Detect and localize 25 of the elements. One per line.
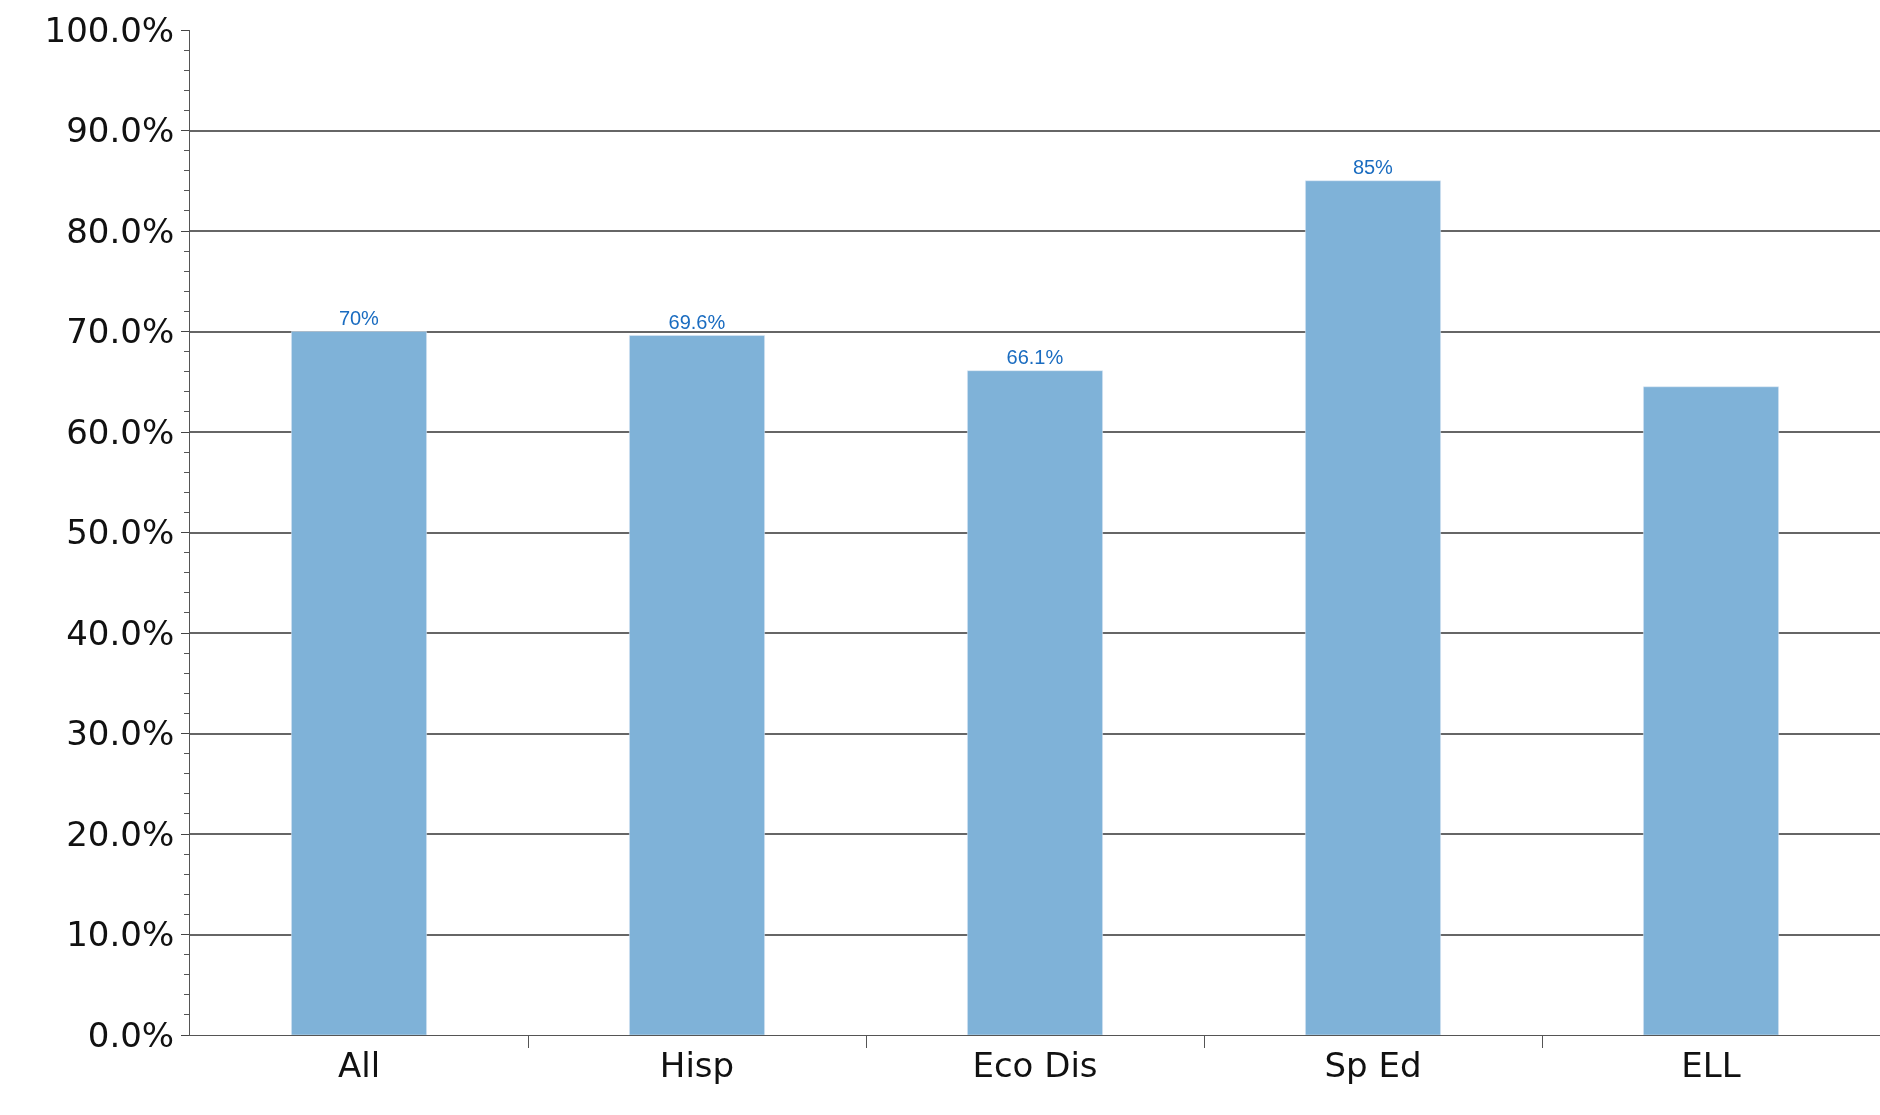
y-tick-label: 30.0% [66, 713, 175, 754]
bar [1643, 386, 1779, 1035]
data-label: 66.1% [1006, 345, 1064, 368]
y-tick-label: 80.0% [66, 210, 175, 251]
data-label: 69.6% [668, 310, 726, 333]
y-tick-label: 50.0% [66, 512, 175, 553]
y-tick-label: 20.0% [66, 813, 175, 854]
y-tick-label: 40.0% [66, 612, 175, 653]
bar [967, 370, 1103, 1035]
y-tick-label: 100.0% [44, 9, 175, 50]
y-tick-label: 10.0% [66, 914, 175, 955]
y-tick-label: 90.0% [66, 110, 175, 151]
bar [291, 331, 427, 1035]
y-tick-label: 70.0% [66, 311, 175, 352]
y-tick-label: 60.0% [66, 411, 175, 452]
x-tick-label: Eco Dis [972, 1044, 1098, 1085]
bar [629, 335, 765, 1035]
x-tick-label: Hisp [659, 1044, 735, 1085]
x-tick-label: Sp Ed [1324, 1044, 1422, 1085]
bar [1305, 180, 1441, 1035]
x-tick-label: All [337, 1044, 381, 1085]
data-label: 70% [338, 306, 380, 329]
y-tick-label: 0.0% [87, 1014, 175, 1055]
x-tick-label: ELL [1681, 1044, 1741, 1085]
data-label: 85% [1352, 155, 1394, 178]
